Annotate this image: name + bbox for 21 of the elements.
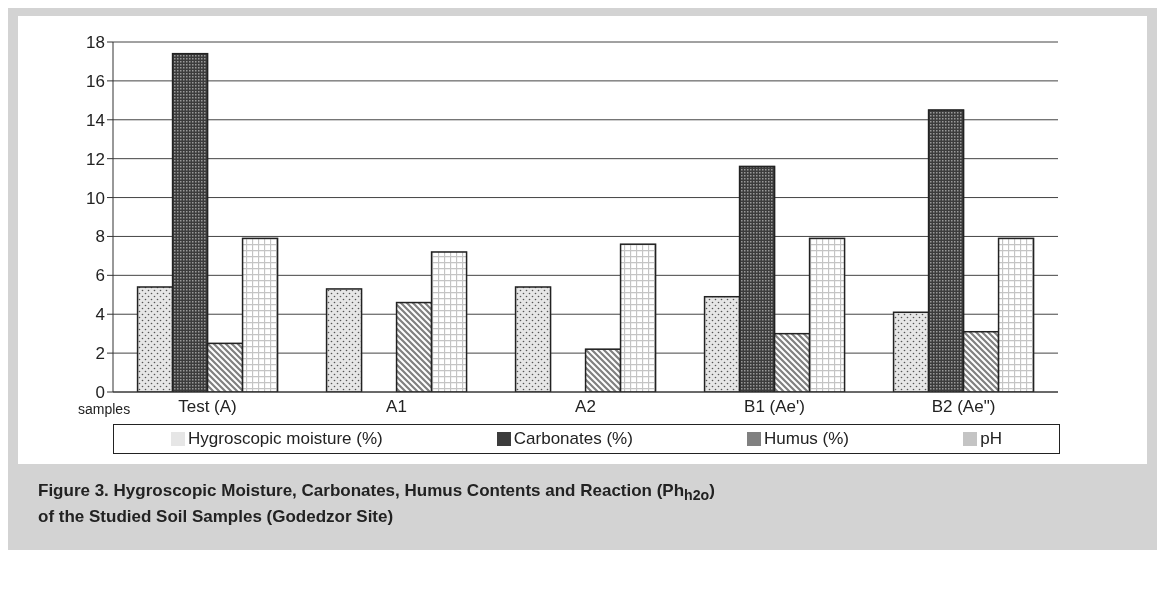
x-tick-label: A2: [575, 397, 596, 417]
legend-label: pH: [980, 429, 1002, 449]
y-tick-label: 6: [95, 266, 105, 286]
y-tick-label: 4: [95, 305, 105, 325]
legend-label: Carbonates (%): [513, 429, 633, 449]
y-tick-label: 12: [86, 149, 105, 169]
y-tick-label: 2: [95, 344, 105, 364]
y-tick-label: 0: [95, 383, 105, 403]
x-tick-label: B1 (Ae'): [744, 397, 805, 417]
y-tick-label: 16: [86, 71, 105, 91]
y-tick-label: 18: [86, 33, 105, 53]
y-tick-label: 10: [86, 188, 105, 208]
x-tick-label: A1: [386, 397, 407, 417]
legend-label: Humus (%): [764, 429, 850, 449]
y-tick-label: 14: [86, 110, 105, 130]
x-axis-title: samples: [78, 401, 131, 417]
x-tick-label: B2 (Ae"): [931, 397, 996, 417]
legend-label: Hygroscopic moisture (%): [188, 429, 383, 449]
chart-title: Figure 3. Hygroscopic Moisture, Carbonates, Humus Contents and Reaction (Ph$_{h2o}$) of the Studied Soil Samples (Godedzor Site): [38, 481, 715, 527]
y-tick-label: 8: [95, 227, 105, 247]
x-tick-label: Test (A): [178, 397, 237, 417]
